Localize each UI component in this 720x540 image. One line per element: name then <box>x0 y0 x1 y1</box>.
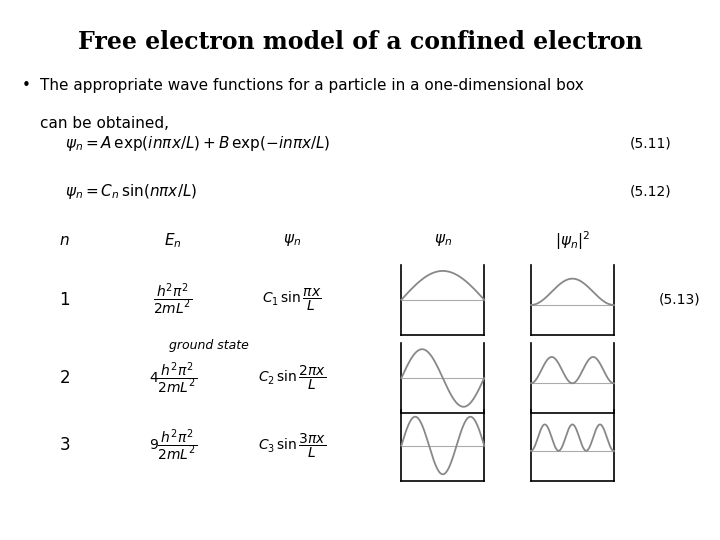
Text: $C_3\,\sin\dfrac{3\pi x}{L}$: $C_3\,\sin\dfrac{3\pi x}{L}$ <box>258 431 325 460</box>
Text: $\psi_n$: $\psi_n$ <box>282 232 301 248</box>
Text: $E_n$: $E_n$ <box>164 231 181 249</box>
Text: $\psi_n = C_n\,\mathrm{sin}(n\pi x / L)$: $\psi_n = C_n\,\mathrm{sin}(n\pi x / L)$ <box>65 182 197 201</box>
Text: 1: 1 <box>60 291 70 309</box>
Text: $\psi_n$: $\psi_n$ <box>433 232 452 248</box>
Text: $\dfrac{h^2\pi^2}{2mL^2}$: $\dfrac{h^2\pi^2}{2mL^2}$ <box>153 282 192 318</box>
Text: 3: 3 <box>60 436 70 455</box>
Text: (5.12): (5.12) <box>630 185 672 199</box>
Text: •: • <box>22 78 30 93</box>
Text: $C_1\,\sin\dfrac{\pi x}{L}$: $C_1\,\sin\dfrac{\pi x}{L}$ <box>262 287 321 313</box>
Text: $C_2\,\sin\dfrac{2\pi x}{L}$: $C_2\,\sin\dfrac{2\pi x}{L}$ <box>258 364 325 392</box>
Text: $|\psi_n|^2$: $|\psi_n|^2$ <box>554 229 590 252</box>
Text: (5.11): (5.11) <box>630 136 672 150</box>
Text: Free electron model of a confined electron: Free electron model of a confined electr… <box>78 30 642 53</box>
Text: $9\dfrac{h^2\pi^2}{2mL^2}$: $9\dfrac{h^2\pi^2}{2mL^2}$ <box>149 428 197 463</box>
Text: (5.13): (5.13) <box>659 293 701 307</box>
Text: The appropriate wave functions for a particle in a one-dimensional box: The appropriate wave functions for a par… <box>40 78 583 93</box>
Text: can be obtained,: can be obtained, <box>40 116 168 131</box>
Text: ground state: ground state <box>169 339 248 352</box>
Text: 2: 2 <box>60 369 70 387</box>
Text: $\psi_n = A\,\mathrm{exp}(in\pi x/L) + B\,\mathrm{exp}(-in\pi x/L)$: $\psi_n = A\,\mathrm{exp}(in\pi x/L) + B… <box>65 133 330 153</box>
Text: $n$: $n$ <box>60 233 70 248</box>
Text: $4\dfrac{h^2\pi^2}{2mL^2}$: $4\dfrac{h^2\pi^2}{2mL^2}$ <box>149 360 197 396</box>
